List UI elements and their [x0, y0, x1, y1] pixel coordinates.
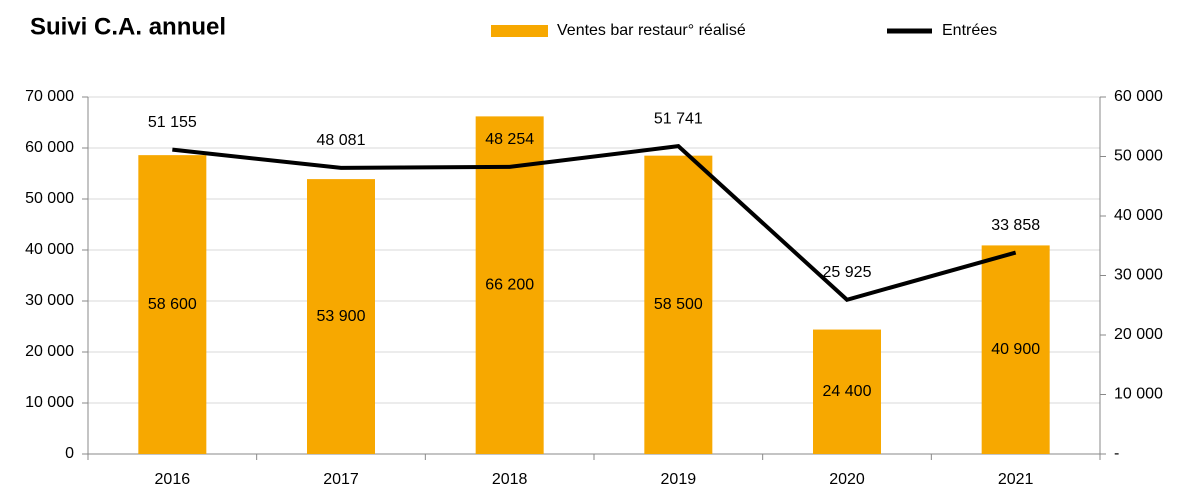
- y-tick-label: 0: [65, 445, 74, 462]
- x-tick-label: 2021: [998, 471, 1034, 488]
- bar: [981, 245, 1050, 454]
- y2-tick-label: 50 000: [1114, 148, 1163, 165]
- y2-tick-label: 60 000: [1114, 88, 1163, 105]
- legend-label: Entrées: [942, 22, 997, 39]
- y-tick-label: 70 000: [25, 88, 74, 105]
- x-tick-label: 2019: [661, 471, 697, 488]
- y-tick-label: 20 000: [25, 343, 74, 360]
- line-label: 48 254: [485, 131, 534, 148]
- bar-label: 58 500: [654, 296, 703, 313]
- bar: [307, 179, 375, 455]
- bar: [138, 155, 207, 454]
- bar: [475, 116, 544, 454]
- y-tick-label: 30 000: [25, 292, 74, 309]
- line-label: 51 155: [148, 114, 197, 131]
- bar: [813, 329, 881, 454]
- chart-title: Suivi C.A. annuel: [30, 13, 226, 40]
- bar-label: 40 900: [991, 341, 1040, 358]
- line-label: 25 925: [823, 264, 872, 281]
- y2-tick-label: 20 000: [1114, 326, 1163, 343]
- x-tick-label: 2016: [155, 471, 191, 488]
- legend-swatch: [491, 25, 548, 37]
- bar-label: 58 600: [148, 296, 197, 313]
- line-label: 51 741: [654, 110, 703, 127]
- legend-label: Ventes bar restaur° réalisé: [557, 22, 746, 39]
- y-tick-label: 40 000: [25, 241, 74, 258]
- x-tick-label: 2017: [323, 471, 359, 488]
- y-tick-label: 10 000: [25, 394, 74, 411]
- y2-tick-label: 10 000: [1114, 386, 1163, 403]
- y2-tick-label: -: [1114, 445, 1119, 462]
- x-tick-label: 2018: [492, 471, 528, 488]
- y-tick-label: 50 000: [25, 190, 74, 207]
- line: [172, 144, 1017, 302]
- bar: [644, 155, 713, 454]
- line-label: 33 858: [991, 217, 1040, 234]
- bar-label: 66 200: [485, 276, 534, 293]
- y-tick-label: 60 000: [25, 139, 74, 156]
- y2-tick-label: 30 000: [1114, 267, 1163, 284]
- y2-tick-label: 40 000: [1114, 207, 1163, 224]
- bar-label: 53 900: [317, 308, 366, 325]
- line-label: 48 081: [317, 132, 366, 149]
- x-tick-label: 2020: [829, 471, 865, 488]
- bar-label: 24 400: [823, 383, 872, 400]
